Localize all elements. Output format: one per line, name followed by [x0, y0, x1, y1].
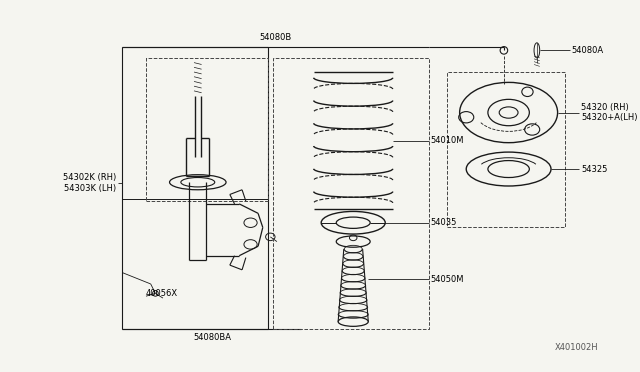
Text: 54035: 54035 [431, 218, 457, 227]
Text: 54320 (RH)
54320+A(LH): 54320 (RH) 54320+A(LH) [581, 103, 637, 122]
Text: 54080B: 54080B [259, 33, 291, 42]
Text: 54302K (RH)
54303K (LH): 54302K (RH) 54303K (LH) [63, 173, 116, 193]
Text: 54325: 54325 [581, 164, 607, 174]
Text: 54080A: 54080A [572, 46, 604, 55]
Text: 54050M: 54050M [431, 275, 464, 284]
Text: X401002H: X401002H [554, 343, 598, 352]
Bar [447, 72, 565, 227]
Text: 40056X: 40056X [146, 289, 178, 298]
Text: 54010M: 54010M [431, 136, 464, 145]
Bar [146, 58, 268, 201]
Bar [273, 58, 429, 329]
Text: 54080BA: 54080BA [193, 333, 231, 342]
